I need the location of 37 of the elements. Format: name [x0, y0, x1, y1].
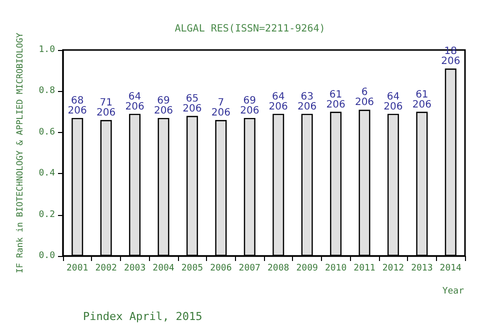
- annotation: 68 206: [68, 95, 87, 116]
- annotation: 61 206: [326, 89, 346, 110]
- y-tick-label: 0.4: [38, 168, 55, 179]
- x-tick-label: 2005: [181, 264, 204, 274]
- annotation: 69 206: [240, 95, 260, 116]
- x-tick-label: 2002: [95, 264, 117, 274]
- x-tick-label: 2013: [411, 264, 433, 274]
- annotation: 7 206: [211, 98, 230, 119]
- x-axis-title: Year: [442, 286, 465, 296]
- annotation: 64 206: [384, 91, 403, 112]
- x-tick-label: 2010: [324, 264, 347, 274]
- annotation: 64 206: [268, 91, 288, 112]
- annotation: 64 206: [125, 91, 144, 112]
- y-tick-label: 0.8: [38, 86, 55, 96]
- y-tick-label: 0.2: [38, 210, 55, 220]
- annotation: 65 206: [182, 93, 202, 114]
- x-tick-label: 2011: [354, 264, 376, 274]
- annotation: 71 206: [96, 98, 116, 119]
- y-tick-label: 0.6: [38, 127, 55, 138]
- y-tick-label: 0.0: [38, 251, 55, 261]
- x-tick-label: 2004: [152, 264, 174, 274]
- y-tick-label: 1.0: [38, 45, 55, 55]
- x-tick-label: 2009: [296, 264, 318, 274]
- x-tick-label: 2014: [440, 264, 462, 274]
- x-tick-label: 2007: [238, 264, 260, 274]
- x-tick-label: 2001: [66, 264, 88, 274]
- chart-title: ALGAL RES(ISSN=2211-9264): [174, 24, 326, 34]
- y-axis-title: IF Rank in BIOTECHNOLOGY & APPLIED MICROBIOLOGY: [16, 32, 26, 274]
- annotation: 6 206: [354, 87, 374, 108]
- x-tick-label: 2003: [124, 264, 146, 274]
- x-tick-label: 2012: [382, 264, 404, 274]
- annotation: 69 206: [154, 95, 174, 116]
- x-tick-label: 2006: [210, 264, 232, 274]
- x-tick-label: 2008: [268, 264, 290, 274]
- annotation: 63 206: [298, 91, 317, 112]
- annotation: 61 206: [412, 89, 432, 110]
- text: Pindex April, 2015: [83, 310, 202, 323]
